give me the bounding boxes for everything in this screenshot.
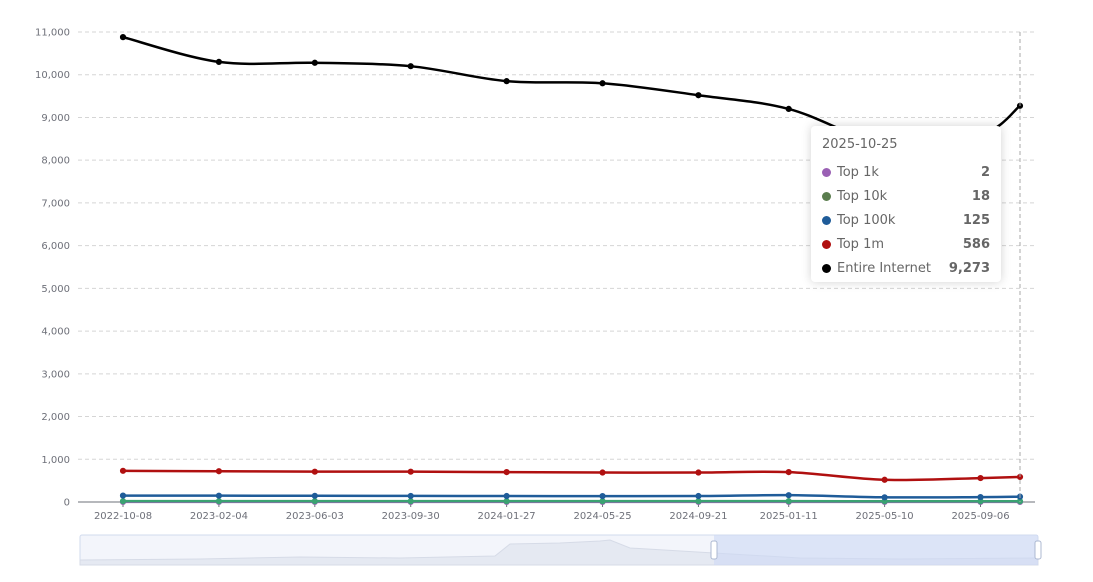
data-point-top-100k[interactable] bbox=[119, 492, 127, 499]
x-tick-label: 2023-02-04 bbox=[190, 511, 248, 522]
x-tick-label: 2023-06-03 bbox=[286, 511, 344, 522]
x-axis: 2022-10-08 2023-02-04 2023-06-03 2023-09-30… bbox=[78, 501, 1035, 522]
tooltip-series-value: 9,273 bbox=[948, 260, 990, 276]
x-tick-label: 2023-09-30 bbox=[382, 511, 440, 522]
zoom-selected-window[interactable] bbox=[714, 535, 1038, 565]
tooltip-date: 2025-10-25 bbox=[822, 137, 898, 152]
tooltip-row-top-1k: Top 1k 2 bbox=[822, 160, 990, 184]
x-tick-label: 2025-05-10 bbox=[856, 511, 914, 522]
data-point-top-10k[interactable] bbox=[695, 498, 702, 505]
y-tick-label: 1,000 bbox=[41, 455, 70, 466]
legend-dot-icon bbox=[822, 239, 831, 249]
y-tick-label: 9,000 bbox=[41, 113, 70, 124]
y-tick-label: 2,000 bbox=[41, 412, 70, 423]
y-tick-label: 11,000 bbox=[35, 28, 70, 39]
zoom-handle-right[interactable] bbox=[1034, 540, 1042, 560]
tooltip-series-name: Top 100k bbox=[837, 212, 896, 228]
grid-lines bbox=[78, 31, 1035, 460]
data-point-top-100k[interactable] bbox=[977, 493, 984, 501]
y-tick-label: 8,000 bbox=[41, 156, 70, 167]
data-point-entire-internet[interactable] bbox=[503, 78, 510, 85]
y-tick-label: 4,000 bbox=[41, 327, 70, 338]
data-point-top-1m[interactable] bbox=[407, 468, 414, 475]
data-point-entire-internet[interactable] bbox=[311, 59, 318, 66]
tooltip-series-name: Top 1k bbox=[837, 164, 879, 180]
x-tick-label: 2024-05-25 bbox=[573, 511, 631, 522]
tooltip-row-top-10k: Top 10k 18 bbox=[822, 184, 990, 208]
data-point-top-10k[interactable] bbox=[407, 498, 414, 505]
data-point-top-10k[interactable] bbox=[599, 498, 606, 505]
data-point-top-10k[interactable] bbox=[785, 498, 792, 505]
data-point-top-100k[interactable] bbox=[785, 492, 792, 499]
y-tick-label: 3,000 bbox=[41, 369, 70, 380]
data-point-top-1m[interactable] bbox=[977, 474, 984, 482]
data-point-top-1m[interactable] bbox=[503, 468, 510, 476]
data-point-entire-internet[interactable] bbox=[407, 63, 414, 70]
y-tick-label: 7,000 bbox=[41, 198, 70, 209]
data-point-entire-internet[interactable] bbox=[785, 105, 792, 113]
y-tick-label: 0 bbox=[64, 498, 70, 509]
data-point-top-100k[interactable] bbox=[695, 492, 702, 500]
x-tick-label: 2025-09-06 bbox=[951, 511, 1009, 522]
legend-dot-icon bbox=[822, 263, 831, 273]
zoom-handle-left[interactable] bbox=[710, 540, 718, 560]
data-point-top-1m[interactable] bbox=[311, 468, 318, 475]
data-point-top-100k[interactable] bbox=[503, 492, 510, 500]
tooltip-series-value: 125 bbox=[962, 212, 990, 228]
x-tick-label: 2024-01-27 bbox=[478, 511, 536, 522]
tooltip-series-value: 18 bbox=[971, 188, 990, 204]
data-point-entire-internet[interactable] bbox=[695, 92, 702, 99]
data-point-top-1m[interactable] bbox=[215, 468, 223, 475]
data-point-top-1m[interactable] bbox=[119, 467, 127, 474]
data-point-entire-internet[interactable] bbox=[215, 58, 223, 66]
data-point-top-10k[interactable] bbox=[215, 498, 223, 505]
legend-dot-icon bbox=[822, 167, 831, 177]
tooltip-row-entire-internet: Entire Internet 9,273 bbox=[822, 256, 990, 280]
y-tick-label: 6,000 bbox=[41, 241, 70, 252]
x-tick-label: 2022-10-08 bbox=[94, 511, 152, 522]
x-tick-label: 2025-01-11 bbox=[760, 511, 818, 522]
tooltip-series-name: Top 1m bbox=[837, 236, 885, 252]
data-point-top-10k[interactable] bbox=[119, 498, 127, 505]
data-point-top-100k[interactable] bbox=[881, 494, 888, 501]
tooltip: 2025-10-25 Top 1k 2 Top 10k 18 Top 100k … bbox=[811, 126, 1001, 282]
y-tick-label: 5,000 bbox=[41, 284, 70, 295]
tooltip-series-value: 586 bbox=[962, 236, 990, 252]
y-tick-label: 10,000 bbox=[35, 70, 70, 81]
data-point-entire-internet[interactable] bbox=[599, 80, 606, 87]
data-point-top-1m[interactable] bbox=[785, 468, 792, 476]
data-point-entire-internet[interactable] bbox=[119, 34, 127, 41]
data-point-top-1m[interactable] bbox=[881, 476, 888, 483]
data-point-top-100k[interactable] bbox=[407, 492, 414, 500]
data-point-top-10k[interactable] bbox=[311, 498, 318, 505]
data-point-top-10k[interactable] bbox=[503, 498, 510, 505]
tooltip-series-value: 2 bbox=[980, 164, 990, 180]
data-point-top-100k[interactable] bbox=[215, 492, 223, 499]
data-zoom-slider[interactable] bbox=[79, 534, 1042, 566]
legend-dot-icon bbox=[822, 191, 831, 201]
y-axis-ticks: 0 1,000 2,000 3,000 4,000 5,000 6,000 7,000 8,00… bbox=[35, 28, 70, 509]
tooltip-row-top-100k: Top 100k 125 bbox=[822, 208, 990, 232]
tooltip-row-top-1m: Top 1m 586 bbox=[822, 232, 990, 256]
x-tick-label: 2024-09-21 bbox=[669, 511, 727, 522]
data-point-top-1m[interactable] bbox=[599, 469, 606, 476]
data-point-top-1m[interactable] bbox=[695, 469, 702, 476]
tooltip-series-name: Top 10k bbox=[837, 188, 888, 204]
legend-dot-icon bbox=[822, 215, 831, 225]
tooltip-series-name: Entire Internet bbox=[837, 260, 931, 276]
data-point-top-100k[interactable] bbox=[311, 492, 318, 499]
data-point-top-100k[interactable] bbox=[599, 493, 606, 500]
